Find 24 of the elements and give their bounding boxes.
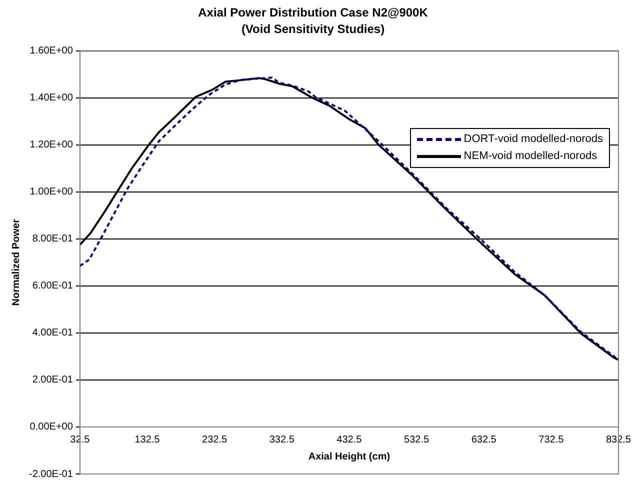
chart-title: Axial Power Distribution Case N2@900K <box>198 6 428 20</box>
y-tick-label: -2.00E-01 <box>28 468 74 480</box>
x-tick-label: 432.5 <box>336 434 362 446</box>
chart-subtitle: (Void Sensitivity Studies) <box>241 22 385 36</box>
x-tick-label: 532.5 <box>404 434 430 446</box>
x-tick-label: 332.5 <box>269 434 295 446</box>
y-tick-label: 8.00E-01 <box>32 234 74 245</box>
x-tick-label: 232.5 <box>202 434 228 446</box>
x-tick-label: 732.5 <box>538 434 564 446</box>
y-tick-label: 1.40E+00 <box>30 92 74 104</box>
y-axis-title: Normalized Power <box>10 218 22 306</box>
x-tick-label: 832.5 <box>606 434 632 446</box>
y-tick-label: 4.00E-01 <box>32 328 74 339</box>
x-tick-label: 632.5 <box>471 434 497 446</box>
y-tick-label: 6.00E-01 <box>32 280 74 292</box>
y-tick-label: 0.00E+00 <box>30 422 74 433</box>
y-tick-label: 1.00E+00 <box>30 186 74 198</box>
legend-label: NEM-void modelled-norods <box>464 149 598 164</box>
y-tick-label: 1.60E+00 <box>30 46 74 57</box>
y-tick-label: 2.00E-01 <box>32 374 74 386</box>
x-axis-title: Axial Height (cm) <box>308 452 390 463</box>
y-tick-label: 1.20E+00 <box>30 140 74 151</box>
legend-label: DORT-void modelled-norods <box>464 132 603 147</box>
x-tick-label: 132.5 <box>134 434 160 446</box>
